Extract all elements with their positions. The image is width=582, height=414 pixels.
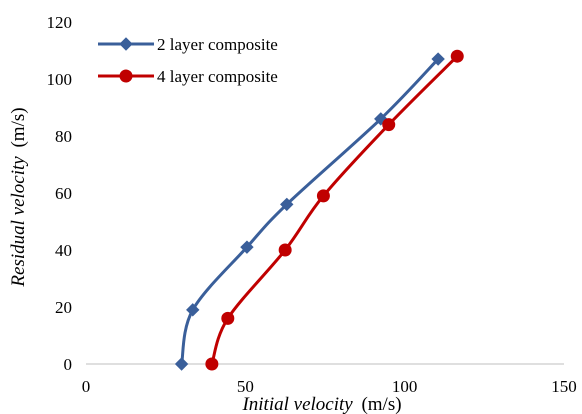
x-axis-title-text: Initial velocity: [241, 394, 353, 414]
y-tick-label: 40: [55, 241, 72, 260]
data-point: [205, 357, 219, 371]
series-1: [174, 52, 445, 371]
x-tick-label: 50: [237, 377, 254, 396]
series-line: [210, 55, 459, 365]
x-axis-title-unit: (m/s): [361, 394, 401, 414]
y-tick-label: 60: [55, 184, 72, 203]
y-axis-title-unit: (m/s): [8, 107, 29, 147]
data-point: [431, 52, 445, 66]
data-point: [316, 189, 330, 203]
series-layer: [174, 49, 464, 371]
data-point: [186, 303, 200, 317]
legend-item: 2 layer composite: [98, 35, 278, 54]
y-axis-title-text: Residual velocity: [8, 156, 29, 288]
x-axis-title: Initial velocity (m/s): [241, 394, 401, 414]
legend-label: 4 layer composite: [157, 67, 278, 86]
data-point: [240, 240, 254, 254]
x-tick-label: 100: [392, 377, 418, 396]
legend-marker: [119, 37, 133, 51]
x-tick-label: 0: [82, 377, 91, 396]
y-tick-label: 20: [55, 298, 72, 317]
data-point: [382, 118, 396, 132]
series-2: [205, 49, 464, 371]
legend-item: 4 layer composite: [98, 67, 278, 86]
legend-label: 2 layer composite: [157, 35, 278, 54]
axes: 0 20 40 60 80 100 120 0 50 100 150: [47, 13, 577, 396]
y-tick-label: 80: [55, 127, 72, 146]
data-point: [278, 243, 292, 257]
data-point: [450, 49, 464, 63]
y-axis-title: Residual velocity (m/s): [8, 107, 29, 287]
y-tick-label: 0: [64, 355, 73, 374]
y-tick-label: 100: [47, 70, 73, 89]
legend: 2 layer composite 4 layer composite: [98, 35, 278, 86]
y-tick-label: 120: [47, 13, 73, 32]
x-tick-label: 150: [551, 377, 577, 396]
data-point: [280, 197, 294, 212]
data-point: [174, 357, 189, 371]
legend-marker: [119, 69, 133, 83]
data-point: [221, 311, 235, 325]
